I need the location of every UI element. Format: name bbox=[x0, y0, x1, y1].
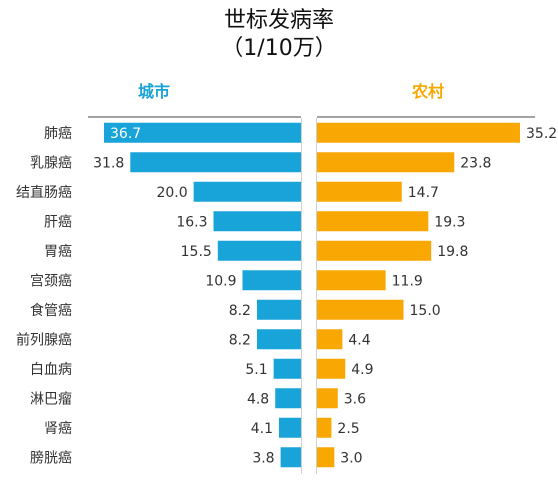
rural-bar bbox=[317, 240, 432, 261]
city-bar bbox=[275, 388, 301, 409]
city-value-label: 4.1 bbox=[251, 421, 273, 437]
rural-value-label: 19.3 bbox=[434, 214, 465, 230]
category-label: 乳腺癌 bbox=[30, 155, 72, 171]
rural-bar bbox=[317, 270, 386, 291]
city-bar bbox=[104, 122, 301, 143]
rural-bar bbox=[317, 388, 338, 409]
city-bar bbox=[242, 270, 301, 291]
city-value-label: 36.7 bbox=[110, 126, 141, 142]
city-value-label: 5.1 bbox=[245, 362, 267, 378]
city-value-label: 15.5 bbox=[181, 244, 212, 260]
category-label: 宫颈癌 bbox=[30, 273, 72, 289]
city-bar bbox=[256, 329, 301, 350]
rural-value-label: 35.2 bbox=[526, 126, 557, 142]
city-bar bbox=[217, 240, 301, 261]
rural-value-label: 2.5 bbox=[337, 421, 359, 437]
city-bar bbox=[273, 358, 301, 379]
city-bar bbox=[213, 211, 301, 232]
rural-series-label: 农村 bbox=[412, 82, 445, 101]
category-label: 前列腺癌 bbox=[16, 331, 72, 348]
city-value-label: 10.9 bbox=[205, 273, 236, 289]
rural-value-label: 15.0 bbox=[410, 303, 441, 319]
city-value-label: 8.2 bbox=[229, 303, 251, 319]
category-label: 淋巴瘤 bbox=[30, 390, 72, 407]
rural-value-label: 23.8 bbox=[460, 155, 491, 171]
city-series-label: 城市 bbox=[138, 82, 171, 101]
rural-bar bbox=[317, 299, 404, 320]
rural-value-label: 19.8 bbox=[437, 244, 468, 260]
rural-bar bbox=[317, 417, 332, 438]
city-bar bbox=[280, 447, 301, 468]
city-bar bbox=[256, 299, 301, 320]
rural-value-label: 11.9 bbox=[392, 273, 423, 289]
city-value-label: 4.8 bbox=[247, 391, 269, 407]
category-label: 食管癌 bbox=[30, 302, 72, 319]
rural-value-label: 14.7 bbox=[408, 185, 439, 201]
rural-bar bbox=[317, 447, 335, 468]
category-label: 白血病 bbox=[30, 362, 72, 378]
category-label: 肝癌 bbox=[44, 214, 72, 230]
rural-value-label: 4.4 bbox=[348, 332, 370, 348]
category-label: 结直肠癌 bbox=[16, 184, 72, 201]
chart-subtitle: （1/10万） bbox=[221, 36, 337, 61]
city-value-label: 31.8 bbox=[93, 155, 124, 171]
city-value-label: 8.2 bbox=[229, 332, 251, 348]
rural-value-label: 3.6 bbox=[344, 391, 366, 407]
category-label: 胃癌 bbox=[44, 244, 72, 260]
city-bar bbox=[278, 417, 301, 438]
rural-value-label: 3.0 bbox=[340, 450, 362, 466]
rural-bar bbox=[317, 211, 429, 232]
category-label: 膀胱癌 bbox=[30, 449, 72, 466]
chart-title: 世标发病率 bbox=[223, 8, 334, 33]
city-value-label: 3.8 bbox=[252, 450, 274, 466]
rural-bar bbox=[317, 122, 520, 143]
category-label: 肺癌 bbox=[44, 126, 72, 142]
city-bar bbox=[193, 181, 301, 202]
city-bar bbox=[130, 152, 301, 173]
rural-bar bbox=[317, 181, 402, 202]
rural-value-label: 4.9 bbox=[351, 362, 373, 378]
rural-bar bbox=[317, 358, 346, 379]
rural-bar bbox=[317, 329, 343, 350]
city-value-label: 20.0 bbox=[156, 185, 187, 201]
category-label: 肾癌 bbox=[44, 421, 72, 437]
rural-bar bbox=[317, 152, 455, 173]
city-value-label: 16.3 bbox=[176, 214, 207, 230]
